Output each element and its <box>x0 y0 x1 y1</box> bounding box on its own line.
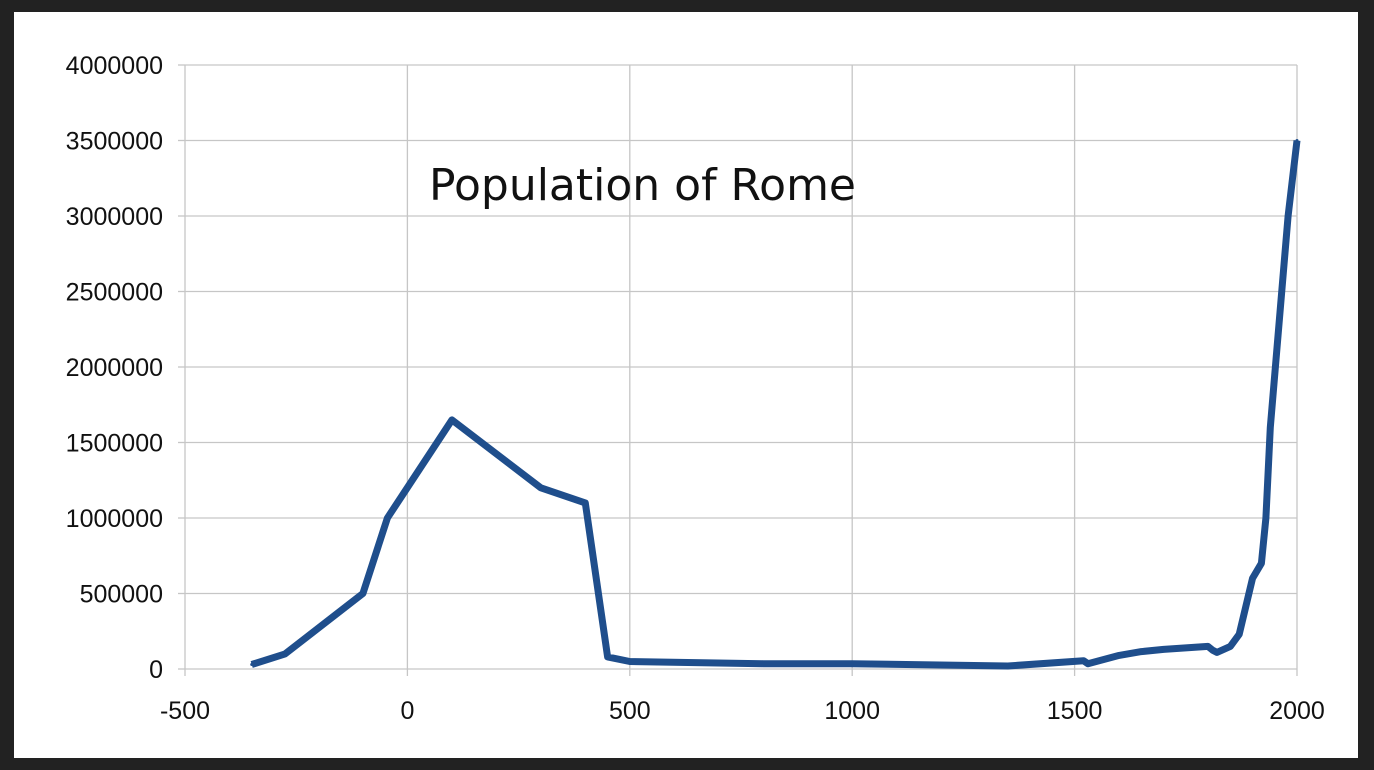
data-point <box>1251 576 1255 580</box>
series-group <box>250 139 1301 670</box>
data-point <box>1268 425 1272 429</box>
y-tick-label: 1000000 <box>66 505 163 533</box>
y-tick-label: 4000000 <box>66 52 163 80</box>
data-point <box>1139 650 1143 654</box>
data-point <box>1215 650 1219 654</box>
data-point <box>850 662 854 666</box>
chart-frame: 0 500000 1000000 1500000 2000000 2500000 30000… <box>14 12 1358 758</box>
data-point <box>1286 214 1290 218</box>
data-point <box>1295 139 1299 142</box>
data-point <box>1006 664 1010 668</box>
data-point <box>361 592 365 595</box>
y-tick-label: 2000000 <box>66 354 163 382</box>
data-point <box>385 516 389 520</box>
y-tick-label: 3500000 <box>66 128 163 156</box>
data-point <box>628 659 632 663</box>
y-tick-label: 2500000 <box>66 279 163 307</box>
y-tick-label: 500000 <box>80 581 163 609</box>
x-axis-ticks: -500 0 500 1000 1500 2000 <box>160 697 1325 725</box>
y-tick-label: 0 <box>149 656 163 684</box>
data-point <box>1237 632 1241 636</box>
data-point <box>1210 648 1214 652</box>
data-point <box>1228 644 1232 648</box>
data-point <box>1086 662 1090 666</box>
data-point <box>1206 644 1210 648</box>
data-point <box>606 655 610 659</box>
data-point <box>283 652 287 656</box>
x-tick-label: 500 <box>609 697 651 725</box>
data-point <box>539 486 543 490</box>
data-point <box>583 501 587 505</box>
data-point <box>1117 653 1121 657</box>
series-line-population <box>250 140 1301 670</box>
data-point <box>1264 516 1268 520</box>
data-point <box>250 662 254 666</box>
x-tick-label: 0 <box>400 697 414 725</box>
x-tick-label: 1000 <box>824 697 880 725</box>
data-point <box>1162 647 1166 651</box>
y-axis-ticks: 0 500000 1000000 1500000 2000000 2500000 30000… <box>66 52 163 684</box>
x-tick-label: 2000 <box>1269 697 1325 725</box>
population-line-chart: 0 500000 1000000 1500000 2000000 2500000 30000… <box>66 52 1325 725</box>
data-point <box>761 662 765 666</box>
x-tick-label: -500 <box>160 697 210 725</box>
y-tick-label: 3000000 <box>66 203 163 231</box>
gridlines <box>178 64 1298 676</box>
x-tick-label: 1500 <box>1047 697 1103 725</box>
data-point <box>1259 561 1263 565</box>
data-point <box>450 418 454 422</box>
y-tick-label: 1500000 <box>66 430 163 458</box>
data-point <box>1081 659 1085 663</box>
chart-title: Population of Rome <box>429 160 856 211</box>
